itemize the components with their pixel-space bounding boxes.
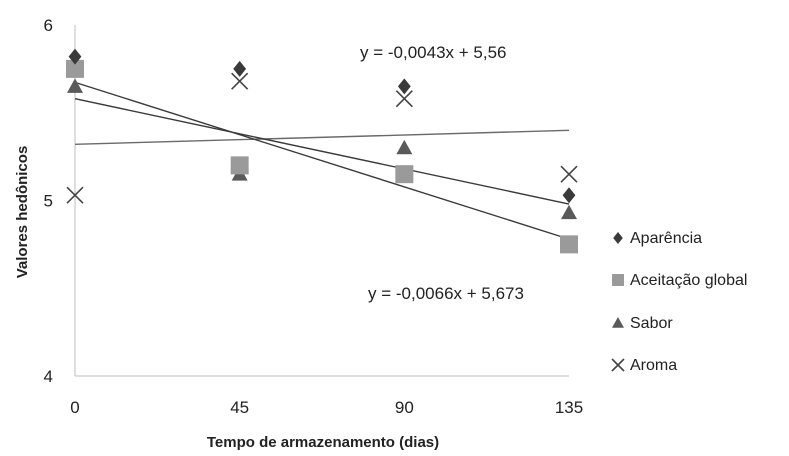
legend-label: Aroma (630, 357, 677, 374)
legend-label: Aparência (630, 230, 702, 247)
x-tick-label: 135 (555, 398, 583, 417)
data-point-diamond (562, 187, 576, 204)
trendlines (74, 81, 570, 240)
data-point-x (560, 165, 578, 183)
x-tick-label: 45 (230, 398, 249, 417)
y-axis-ticks: 4 5 6 (44, 16, 53, 386)
data-point-diamond (233, 60, 247, 77)
data-markers (66, 48, 578, 254)
trend-equation-1: y = -0,0043x + 5,56 (360, 43, 507, 62)
x-axis-title: Tempo de armazenamento (dias) (207, 434, 439, 451)
x-tick-label: 0 (70, 398, 79, 417)
data-point-triangle (67, 78, 83, 93)
legend-marker-triangle (612, 317, 624, 328)
y-tick-label: 4 (44, 367, 53, 386)
legend-marker-square (612, 274, 624, 286)
data-point-triangle (561, 204, 577, 220)
legend-marker-diamond (613, 232, 623, 244)
y-tick-label: 6 (44, 16, 53, 35)
data-point-diamond (68, 48, 82, 65)
data-point-square (66, 59, 84, 78)
legend-marker-x (611, 358, 625, 372)
legend: Aparência Aceitação global Sabor Aroma (611, 230, 747, 374)
data-point-triangle (396, 139, 413, 155)
plot-area (74, 25, 569, 377)
data-point-square (395, 165, 414, 184)
trendline-2 (74, 98, 570, 205)
data-point-diamond (397, 78, 411, 95)
y-tick-label: 5 (44, 192, 53, 211)
x-tick-label: 90 (395, 398, 414, 417)
x-axis-ticks: 0 45 90 135 (70, 398, 583, 417)
data-point-x (231, 72, 249, 90)
trend-equation-2: y = -0,0066x + 5,673 (368, 284, 524, 303)
legend-label: Aceitação global (630, 272, 747, 289)
data-point-square (230, 156, 249, 175)
y-axis-title: Valores hedônicos (14, 146, 31, 279)
trendline-1 (74, 129, 570, 146)
legend-label: Sabor (630, 315, 673, 332)
data-point-square (560, 235, 578, 254)
trendline-3 (74, 81, 570, 240)
data-point-x (66, 186, 84, 204)
data-point-x (395, 90, 413, 108)
